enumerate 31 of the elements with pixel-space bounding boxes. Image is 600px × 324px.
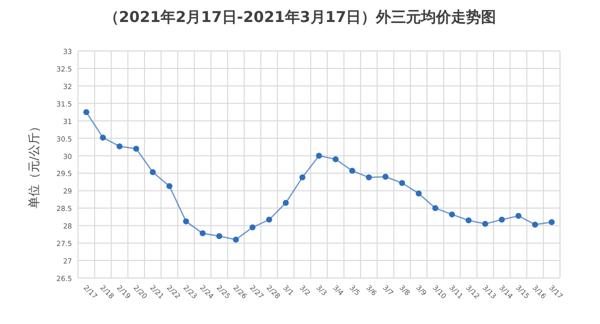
point	[133, 146, 140, 152]
point	[83, 109, 90, 116]
point	[232, 236, 239, 243]
point	[498, 216, 505, 223]
y-axis-title: 单位（元/公斤）	[27, 120, 41, 209]
point	[466, 217, 472, 224]
point	[250, 224, 256, 230]
point	[382, 174, 388, 180]
point	[100, 134, 106, 141]
point	[416, 190, 422, 196]
point	[183, 218, 190, 224]
point	[332, 156, 339, 162]
point	[399, 180, 406, 186]
point	[532, 222, 538, 228]
chart-title: （2021年2月17日-2021年3月17日）外三元均价走势图	[104, 8, 496, 26]
point	[166, 183, 172, 190]
point	[150, 169, 156, 176]
point	[548, 219, 555, 226]
point	[432, 205, 438, 212]
point	[116, 143, 123, 150]
point	[448, 211, 455, 218]
point	[366, 174, 372, 180]
point	[266, 216, 272, 223]
point	[482, 220, 488, 227]
point	[282, 200, 289, 206]
point	[200, 230, 206, 236]
point	[515, 212, 522, 219]
point	[299, 174, 306, 180]
point	[216, 233, 222, 240]
point	[316, 152, 322, 159]
point	[349, 168, 356, 174]
